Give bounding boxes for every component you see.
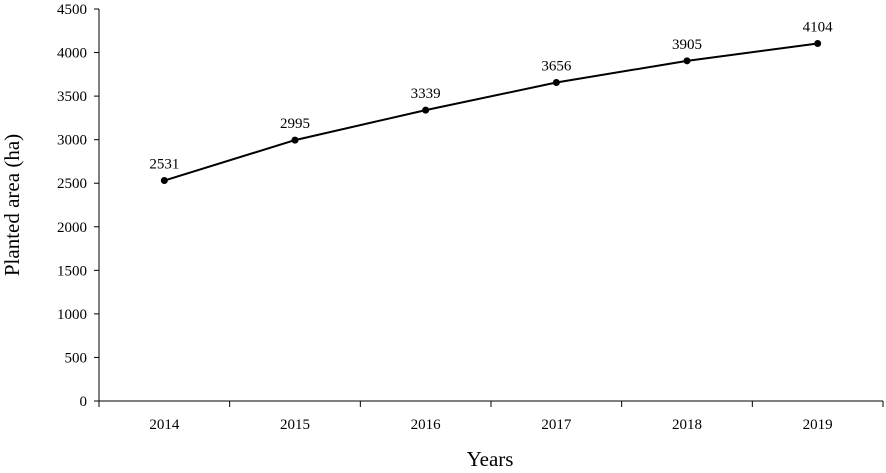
y-tick-label: 4500 [57, 2, 87, 18]
y-tick-label: 1000 [57, 307, 87, 323]
data-labels: 2531 2995 3339 3656 3905 4104 [149, 19, 833, 172]
series-line [164, 42, 818, 182]
x-tick-label: 2018 [672, 417, 702, 433]
data-label: 3905 [672, 37, 702, 53]
y-tick-label: 500 [65, 350, 88, 366]
data-label: 3339 [411, 86, 441, 102]
x-tick-label: 2014 [149, 417, 180, 433]
x-tick-label: 2019 [803, 417, 833, 433]
y-axis-title: Planted area (ha) [0, 134, 24, 276]
y-tick-label: 3500 [57, 89, 87, 105]
data-point [552, 79, 560, 87]
x-axis-title: Years [467, 447, 514, 468]
y-tick-label: 2500 [57, 176, 87, 192]
y-tick-label: 3000 [57, 133, 87, 149]
data-point [683, 57, 691, 65]
y-tick-label: 2000 [57, 220, 87, 236]
x-tick-label: 2015 [280, 417, 310, 433]
x-tick-label: 2017 [541, 417, 572, 433]
tick-labels: 0 500 1000 1500 2000 2500 3000 3500 4000 4500 2014… [57, 2, 833, 433]
axes [94, 8, 884, 407]
data-label: 2995 [280, 116, 310, 132]
data-point [814, 39, 822, 47]
data-label: 4104 [803, 19, 834, 35]
data-point [422, 106, 430, 114]
data-point [160, 177, 168, 185]
data-label: 2531 [149, 157, 179, 173]
y-tick-label: 1500 [57, 263, 87, 279]
data-label: 3656 [541, 59, 572, 75]
data-point [291, 136, 299, 144]
series [160, 39, 822, 185]
x-tick-label: 2016 [411, 417, 442, 433]
y-tick-label: 4000 [57, 46, 87, 62]
y-tick-label: 0 [80, 394, 88, 410]
